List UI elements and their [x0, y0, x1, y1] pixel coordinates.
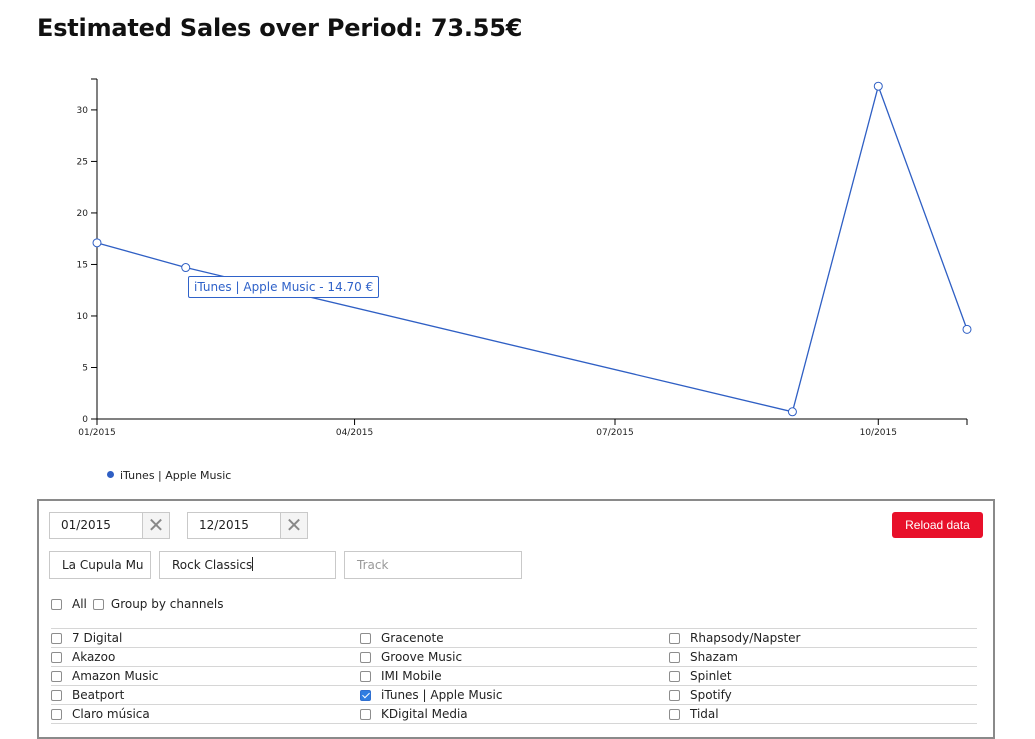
channel-list: 7 Digital Gracenote Rhapsody/Napster Akazoo…: [51, 628, 977, 724]
y-tick-label: 5: [82, 363, 88, 373]
channel-item[interactable]: Shazam: [669, 648, 977, 667]
y-tick-label: 0: [82, 415, 88, 425]
channel-item[interactable]: Claro música: [51, 705, 360, 724]
channel-checkbox[interactable]: [669, 708, 680, 720]
track-field[interactable]: Track: [344, 551, 522, 579]
channel-item[interactable]: Rhapsody/Napster: [669, 629, 977, 648]
album-value: Rock Classics: [172, 558, 253, 572]
all-label: All: [72, 597, 87, 611]
y-tick-label: 30: [77, 106, 89, 116]
filter-panel: 01/2015 ✕ 12/2015 ✕ Reload data La Cupul…: [37, 499, 995, 739]
channel-item[interactable]: Amazon Music: [51, 667, 360, 686]
channel-checkbox[interactable]: [51, 708, 62, 720]
channel-item[interactable]: Gracenote: [360, 629, 669, 648]
text-caret: [252, 557, 254, 571]
all-checkbox[interactable]: [51, 598, 62, 610]
channel-checkbox[interactable]: [669, 689, 680, 701]
channel-label: Spotify: [690, 688, 732, 702]
channel-checkbox[interactable]: [360, 632, 371, 644]
y-tick-label: 15: [77, 260, 88, 270]
channel-label: Groove Music: [381, 650, 463, 664]
page-title: Estimated Sales over Period: 73.55€: [37, 14, 523, 42]
data-point: [962, 324, 972, 334]
channel-label: Tidal: [690, 707, 719, 721]
channel-item[interactable]: KDigital Media: [360, 705, 669, 724]
y-tick-label: 10: [77, 312, 89, 322]
channel-label: KDigital Media: [381, 707, 468, 721]
legend-label: iTunes | Apple Music: [120, 469, 232, 482]
data-point: [92, 238, 102, 248]
channel-checkbox[interactable]: [669, 670, 680, 682]
channel-label: Amazon Music: [72, 669, 159, 683]
data-point: [873, 81, 883, 91]
channel-item[interactable]: iTunes | Apple Music: [360, 686, 669, 705]
channel-checkbox[interactable]: [51, 632, 62, 644]
channel-checkbox[interactable]: [51, 651, 62, 663]
channel-label: Rhapsody/Napster: [690, 631, 801, 645]
date-to-input[interactable]: 12/2015: [187, 512, 280, 539]
series-line: [96, 84, 968, 413]
channel-item[interactable]: 7 Digital: [51, 629, 360, 648]
channel-label: IMI Mobile: [381, 669, 442, 683]
label-field[interactable]: La Cupula Mu: [49, 551, 151, 579]
album-field[interactable]: Rock Classics: [159, 551, 336, 579]
chart-tooltip: iTunes | Apple Music - 14.70 €: [188, 276, 380, 298]
channel-item[interactable]: Beatport: [51, 686, 360, 705]
date-to-group: 12/2015 ✕: [187, 512, 308, 539]
y-tick-label: 25: [77, 157, 88, 167]
reload-data-button[interactable]: Reload data: [892, 512, 983, 538]
channel-checkbox[interactable]: [360, 651, 371, 663]
channel-item[interactable]: Tidal: [669, 705, 977, 724]
x-tick-label: 04/2015: [336, 428, 373, 438]
x-tick-label: 10/2015: [860, 428, 897, 438]
clear-date-from-icon[interactable]: ✕: [142, 512, 170, 539]
data-point: [181, 263, 191, 273]
channel-checkbox[interactable]: [360, 689, 371, 701]
group-by-channels-checkbox[interactable]: [92, 598, 104, 610]
channel-label: iTunes | Apple Music: [381, 688, 503, 702]
channel-checkbox[interactable]: [669, 632, 680, 644]
sales-line-chart: 0 5 10 15 20 25 30 01/2015 04/2015 07/2015 10/2015: [77, 78, 972, 438]
channel-item[interactable]: Groove Music: [360, 648, 669, 667]
x-tick-label: 07/2015: [596, 428, 633, 438]
channel-checkbox[interactable]: [360, 708, 371, 720]
channel-item[interactable]: Spinlet: [669, 667, 977, 686]
channel-label: 7 Digital: [72, 631, 123, 645]
channel-checkbox[interactable]: [669, 651, 680, 663]
global-options: All Group by channels: [51, 597, 224, 611]
x-tick-label: 01/2015: [78, 428, 115, 438]
data-point: [787, 407, 797, 417]
channel-checkbox[interactable]: [51, 670, 62, 682]
channel-checkbox[interactable]: [360, 670, 371, 682]
clear-date-to-icon[interactable]: ✕: [280, 512, 308, 539]
channel-label: Spinlet: [690, 669, 732, 683]
channel-item[interactable]: Spotify: [669, 686, 977, 705]
channel-label: Claro música: [72, 707, 150, 721]
channel-label: Beatport: [72, 688, 125, 702]
channel-label: Gracenote: [381, 631, 444, 645]
y-tick-label: 20: [77, 209, 89, 219]
legend-dot-icon: [107, 471, 114, 478]
channel-item[interactable]: Akazoo: [51, 648, 360, 667]
channel-checkbox[interactable]: [51, 689, 62, 701]
group-by-channels-label: Group by channels: [110, 597, 224, 611]
channel-label: Akazoo: [72, 650, 116, 664]
channel-label: Shazam: [690, 650, 738, 664]
date-from-input[interactable]: 01/2015: [49, 512, 142, 539]
channel-item[interactable]: IMI Mobile: [360, 667, 669, 686]
date-from-group: 01/2015 ✕: [49, 512, 170, 539]
chart-legend[interactable]: iTunes | Apple Music: [107, 469, 231, 482]
